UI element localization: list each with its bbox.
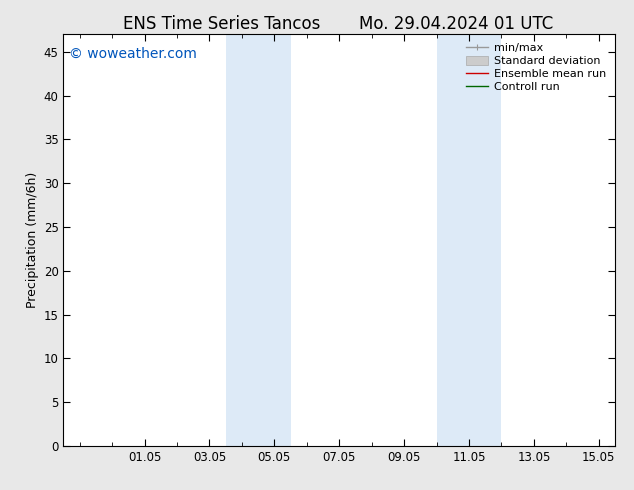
Legend: min/max, Standard deviation, Ensemble mean run, Controll run: min/max, Standard deviation, Ensemble me… bbox=[463, 40, 609, 95]
Y-axis label: Precipitation (mm/6h): Precipitation (mm/6h) bbox=[27, 172, 39, 308]
Text: Mo. 29.04.2024 01 UTC: Mo. 29.04.2024 01 UTC bbox=[359, 15, 553, 33]
Bar bbox=[437, 34, 501, 446]
Text: © woweather.com: © woweather.com bbox=[69, 47, 197, 61]
Text: ENS Time Series Tancos: ENS Time Series Tancos bbox=[123, 15, 321, 33]
Bar bbox=[226, 34, 290, 446]
